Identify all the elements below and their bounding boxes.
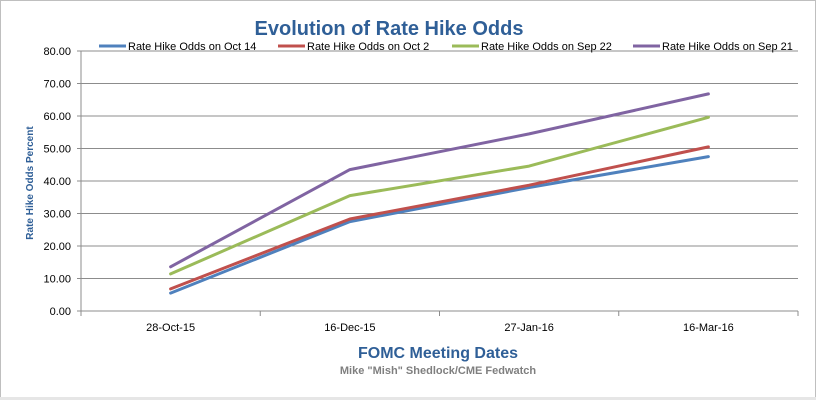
y-tick-label: 0.00 <box>50 306 71 318</box>
y-tick-label: 70.00 <box>43 79 71 91</box>
x-tick-labels: 28-Oct-15 16-Dec-15 27-Jan-16 16-Mar-16 <box>146 322 734 334</box>
y-tick-label: 50.00 <box>43 144 71 156</box>
y-tick-label: 10.00 <box>43 274 71 286</box>
y-tick-label: 60.00 <box>43 111 71 123</box>
x-tick-label: 16-Dec-15 <box>324 322 375 334</box>
y-tick-label: 20.00 <box>43 241 71 253</box>
legend-label: Rate Hike Odds on Oct 2 <box>307 41 429 53</box>
series-line <box>171 147 709 289</box>
x-axis-title: FOMC Meeting Dates <box>358 345 518 362</box>
chart-subtitle: Mike "Mish" Shedlock/CME Fedwatch <box>340 365 537 377</box>
series-lines <box>171 94 709 293</box>
legend-label: Rate Hike Odds on Sep 22 <box>481 41 612 53</box>
chart-title: Evolution of Rate Hike Odds <box>255 18 524 40</box>
x-tick-label: 27-Jan-16 <box>504 322 554 334</box>
y-tick-label: 40.00 <box>43 176 71 188</box>
y-tick-label: 80.00 <box>43 46 71 58</box>
axes <box>81 51 798 316</box>
legend-label: Rate Hike Odds on Sep 21 <box>662 41 793 53</box>
y-axis-title: Rate Hike Odds Percent <box>25 126 36 240</box>
x-tick-label: 16-Mar-16 <box>683 322 734 334</box>
series-line <box>171 157 709 294</box>
series-line <box>171 117 709 274</box>
legend-label: Rate Hike Odds on Oct 14 <box>128 41 256 53</box>
y-tick-label: 30.00 <box>43 209 71 221</box>
x-tick-label: 28-Oct-15 <box>146 322 195 334</box>
y-tick-labels: 0.00 10.00 20.00 30.00 40.00 50.00 60.00 70.00 8… <box>43 46 71 318</box>
